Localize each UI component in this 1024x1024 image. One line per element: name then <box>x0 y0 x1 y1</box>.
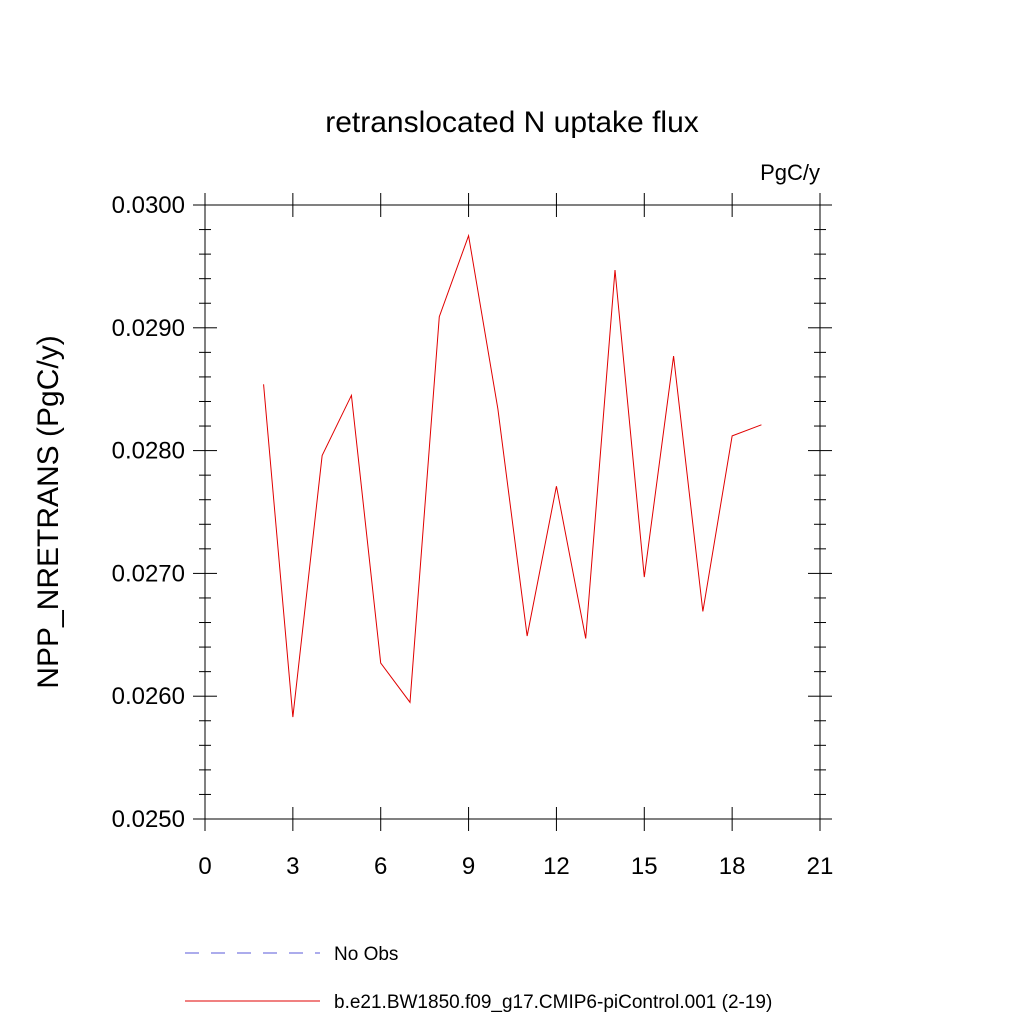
legend: No Obs b.e21.BW1850.f09_g17.CMIP6-piCont… <box>185 944 772 1013</box>
x-tick-label: 9 <box>462 853 475 880</box>
y-axis-label: NPP_NRETRANS (PgC/y) <box>32 335 65 688</box>
units-label: PgC/y <box>760 160 820 185</box>
series-layer <box>263 233 762 718</box>
y-tick-label: 0.0270 <box>112 560 185 587</box>
y-tick-label: 0.0280 <box>112 438 185 465</box>
x-tick-label: 0 <box>198 853 211 880</box>
x-tick-label: 6 <box>374 853 387 880</box>
y-tick-label: 0.0260 <box>112 683 185 710</box>
x-tick-label: 3 <box>286 853 299 880</box>
legend-label-model: b.e21.BW1850.f09_g17.CMIP6-piControl.001… <box>334 992 772 1013</box>
y-tick-label: 0.0250 <box>112 806 185 833</box>
plot-frame <box>204 204 821 820</box>
x-tick-label: 21 <box>807 853 834 880</box>
y-tick-label: 0.0300 <box>112 192 185 219</box>
x-tick-label: 12 <box>543 853 570 880</box>
axis-ticks: 0 3 6 9 12 15 18 21 0.0250 0.0260 0.0270 0.0280 0.02… <box>112 192 834 880</box>
x-tick-label: 15 <box>631 853 658 880</box>
series-line-1 <box>263 233 762 718</box>
chart-title: retranslocated N uptake flux <box>325 106 699 139</box>
y-tick-label: 0.0290 <box>112 315 185 342</box>
legend-label-no-obs: No Obs <box>334 944 398 965</box>
x-tick-label: 18 <box>719 853 746 880</box>
